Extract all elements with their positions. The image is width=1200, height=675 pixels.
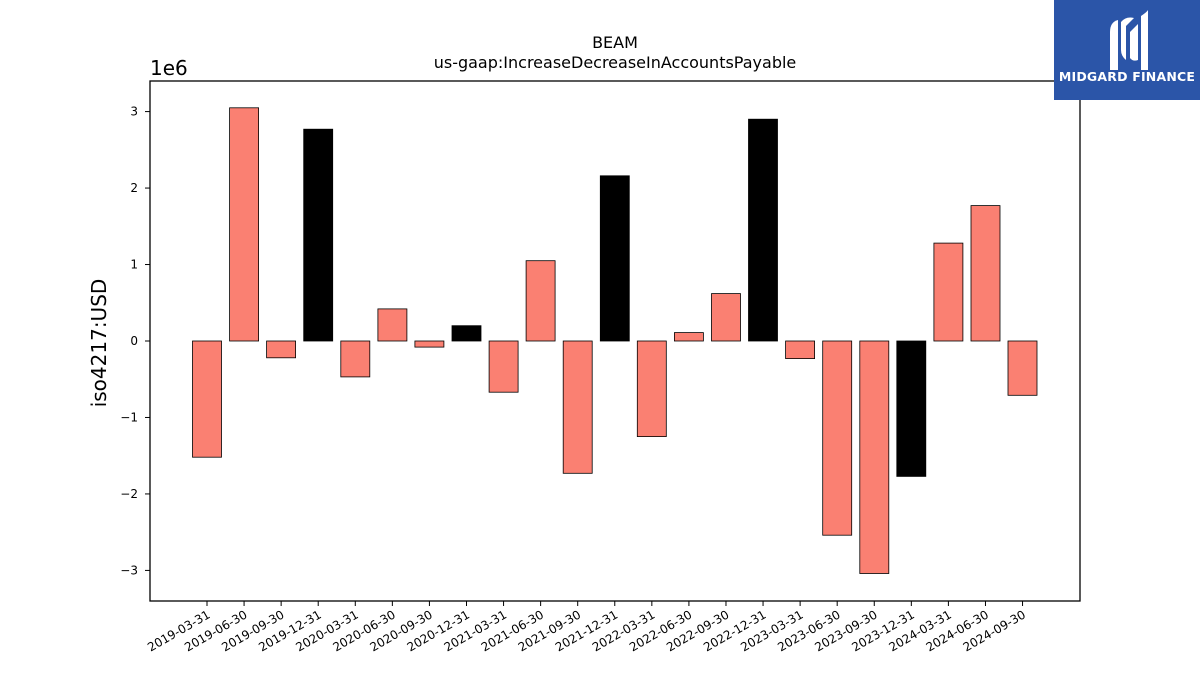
bar	[933, 242, 964, 342]
bar	[192, 340, 222, 458]
bar	[488, 340, 519, 393]
bar	[525, 260, 556, 342]
y-tick-label: −3	[120, 563, 138, 577]
brand-logo: MIDGARD FINANCE	[1054, 0, 1200, 100]
y-tick-label: 1	[130, 258, 138, 272]
bar	[451, 325, 482, 342]
y-tick-label: 0	[130, 334, 138, 348]
bar	[562, 340, 593, 474]
bar	[711, 293, 741, 342]
y-scale-label: 1e6	[150, 56, 188, 80]
bar	[414, 340, 445, 348]
bar	[896, 340, 927, 477]
chart-title: BEAM	[592, 33, 638, 52]
y-tick-label: 3	[130, 105, 138, 119]
bar	[970, 205, 1001, 342]
x-axis-ticks: 2019-03-312019-06-302019-09-302019-12-31…	[145, 601, 1028, 654]
bar	[266, 340, 297, 359]
bar	[303, 128, 334, 342]
bar	[674, 332, 704, 342]
bar	[822, 340, 853, 536]
y-tick-label: −1	[120, 410, 138, 424]
bar	[636, 340, 667, 437]
midgard-logo-icon	[1110, 10, 1148, 70]
bar	[599, 175, 630, 342]
y-tick-label: 2	[130, 181, 138, 195]
bar	[859, 340, 890, 574]
brand-name: MIDGARD FINANCE	[1058, 69, 1196, 84]
bar	[748, 118, 778, 342]
y-axis-label: iso4217:USD	[87, 279, 111, 408]
bar	[785, 340, 815, 360]
bar	[229, 107, 260, 342]
bar	[1007, 340, 1038, 396]
y-axis-ticks: −3 −2 −1 0 1 2 3	[120, 105, 150, 577]
bar	[377, 308, 408, 342]
bar	[340, 340, 371, 378]
y-tick-label: −2	[120, 487, 138, 501]
plot-frame	[149, 80, 1081, 602]
chart-subtitle: us-gaap:IncreaseDecreaseInAccountsPayabl…	[434, 53, 797, 72]
bars-group	[192, 107, 1038, 574]
